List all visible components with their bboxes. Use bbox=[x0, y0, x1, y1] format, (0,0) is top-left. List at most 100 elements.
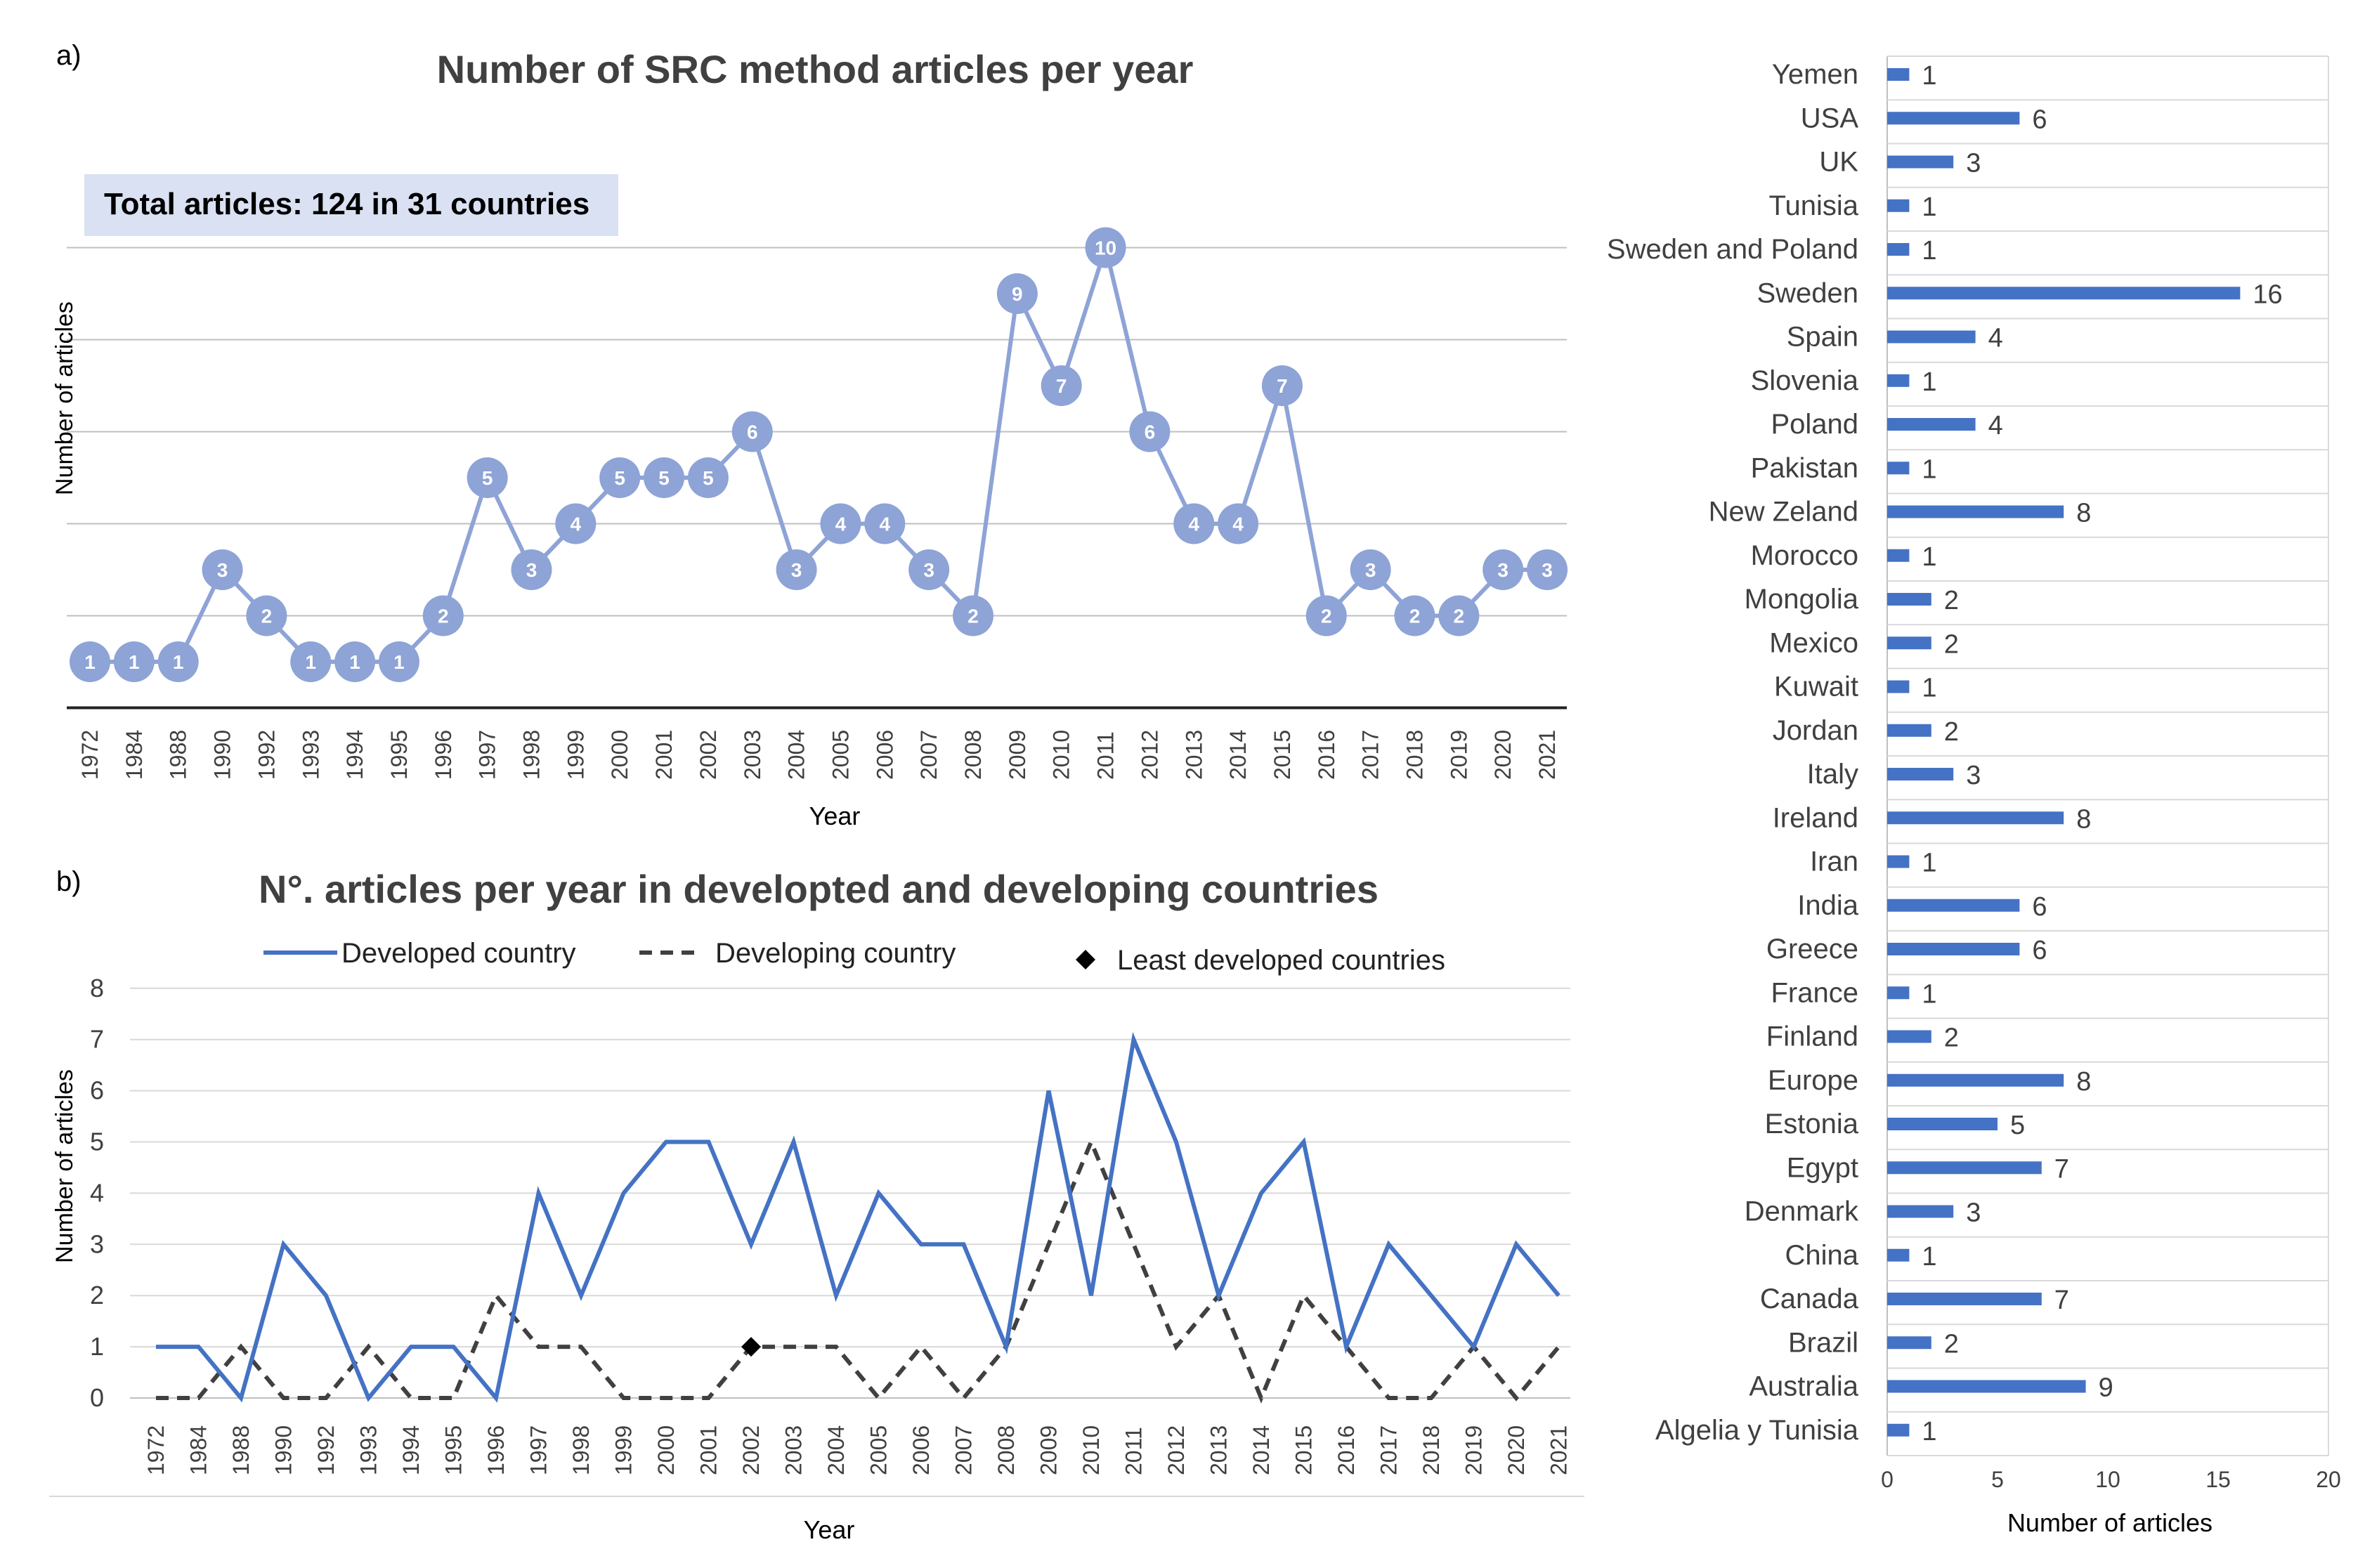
chart-c-category-label: USA bbox=[1801, 103, 1859, 133]
chart-a-xtick-label: 2017 bbox=[1358, 730, 1383, 780]
chart-c-category-label: Greece bbox=[1766, 934, 1858, 965]
chart-a-point bbox=[820, 503, 861, 544]
chart-b-ytick-label: 1 bbox=[90, 1332, 104, 1361]
chart-a-series-line bbox=[90, 240, 1548, 664]
chart-a-xtick-label: 1994 bbox=[342, 730, 367, 780]
chart-a-point bbox=[422, 595, 464, 636]
chart-c-category-label: France bbox=[1771, 977, 1859, 1008]
chart-c-category-label: Sweden and Poland bbox=[1607, 234, 1858, 265]
chart-b-least-developed-marker bbox=[741, 1337, 761, 1357]
chart-a-point bbox=[908, 549, 950, 590]
chart-a-data-label: 2 bbox=[967, 606, 979, 627]
chart-a-data-label: 1 bbox=[349, 651, 360, 673]
chart-a-point bbox=[246, 595, 287, 636]
chart-b-xtick-label: 2008 bbox=[993, 1425, 1019, 1475]
chart-c-bar bbox=[1887, 1205, 1954, 1218]
chart-b-xtick-label: 2020 bbox=[1504, 1425, 1529, 1475]
chart-c-data-label: 4 bbox=[1988, 411, 2003, 440]
chart-b-ylabel: Number of articles bbox=[51, 1069, 78, 1263]
chart-c-category-label: Pakistan bbox=[1751, 452, 1858, 483]
chart-b-xtick-label: 1997 bbox=[526, 1425, 552, 1475]
chart-a-data-label: 7 bbox=[1277, 375, 1288, 397]
chart-c-data-label: 9 bbox=[2099, 1373, 2113, 1403]
chart-c-data-label: 8 bbox=[2076, 499, 2091, 528]
chart-a-point bbox=[1261, 365, 1303, 406]
chart-c-category-label: Morocco bbox=[1751, 540, 1858, 571]
chart-a-xtick-label: 1993 bbox=[298, 730, 323, 780]
chart-a-point bbox=[1085, 227, 1126, 268]
chart-b-developing-line bbox=[156, 1136, 1560, 1404]
chart-b-ytick-label: 8 bbox=[90, 974, 104, 1002]
chart-a-xtick-label: 2019 bbox=[1446, 730, 1471, 780]
chart-b-xtick-label: 1993 bbox=[356, 1425, 382, 1475]
chart-b-xtick-label: 2000 bbox=[653, 1425, 679, 1475]
chart-c-xtick-label: 10 bbox=[2095, 1467, 2120, 1492]
chart-c-data-label: 4 bbox=[1988, 324, 2003, 353]
chart-c-bar bbox=[1887, 680, 1910, 693]
chart-a-xtick-label: 1988 bbox=[166, 730, 191, 780]
chart-c-bar bbox=[1887, 112, 2020, 125]
chart-a-data-label: 6 bbox=[1145, 422, 1156, 443]
chart-b-xtick-label: 1994 bbox=[398, 1425, 424, 1475]
chart-c-data-label: 16 bbox=[2253, 280, 2282, 309]
chart-a-point bbox=[70, 641, 110, 682]
chart-c-bar bbox=[1887, 636, 1931, 650]
chart-a-data-label: 3 bbox=[217, 559, 228, 581]
chart-c-data-label: 2 bbox=[1944, 586, 1959, 615]
chart-c-bar bbox=[1887, 418, 1976, 431]
legend-least-developed-marker bbox=[1076, 950, 1095, 969]
chart-a-point bbox=[378, 641, 419, 682]
chart-c-bar bbox=[1887, 1423, 1910, 1437]
chart-a-point bbox=[599, 457, 641, 498]
chart-b-xtick-label: 2003 bbox=[781, 1425, 807, 1475]
chart-a-point bbox=[1305, 595, 1347, 636]
chart-b-xtick-label: 2012 bbox=[1164, 1425, 1189, 1475]
chart-c-data-label: 6 bbox=[2032, 936, 2047, 965]
chart-a-xtick-label: 1990 bbox=[210, 730, 235, 780]
chart-a: Number of SRC method articles per year T… bbox=[51, 47, 1568, 830]
chart-a-point bbox=[467, 457, 508, 498]
chart-a-data-label: 3 bbox=[1365, 559, 1376, 581]
chart-a-xtick-label: 2004 bbox=[784, 730, 809, 780]
chart-a-xtick-label: 1984 bbox=[122, 730, 147, 780]
chart-b-xtick-label: 2014 bbox=[1249, 1425, 1274, 1475]
chart-c-bar bbox=[1887, 1293, 2042, 1305]
chart-b-xtick-label: 1995 bbox=[441, 1425, 467, 1475]
chart-a-xtick-label: 2006 bbox=[872, 730, 897, 780]
chart-b-xtick-label: 2016 bbox=[1334, 1425, 1359, 1475]
chart-b-xtick-label: 1988 bbox=[228, 1425, 254, 1475]
chart-a-xtick-label: 2009 bbox=[1005, 730, 1030, 780]
chart-a-data-label: 2 bbox=[438, 606, 449, 627]
chart-a-xtick-label: 2016 bbox=[1314, 730, 1339, 780]
chart-c-bar bbox=[1887, 811, 2064, 825]
chart-c-data-label: 8 bbox=[2076, 804, 2091, 834]
chart-c-bar bbox=[1887, 855, 1910, 868]
chart-a-data-label: 2 bbox=[1321, 606, 1332, 627]
chart-a-data-label: 1 bbox=[173, 651, 184, 673]
chart-a-data-label: 4 bbox=[835, 514, 847, 535]
chart-c-bar bbox=[1887, 1161, 2042, 1175]
chart-c-bar bbox=[1887, 899, 2020, 912]
chart-a-point bbox=[1394, 595, 1435, 636]
chart-c-category-label: Brazil bbox=[1788, 1327, 1858, 1358]
chart-a-data-label: 2 bbox=[261, 606, 273, 627]
chart-a-point bbox=[996, 273, 1038, 314]
chart-c-data-label: 8 bbox=[2076, 1067, 2091, 1097]
chart-a-xtick-label: 2012 bbox=[1137, 730, 1162, 780]
chart-c-data-label: 1 bbox=[1922, 236, 1936, 266]
chart-c-data-label: 3 bbox=[1966, 1198, 1981, 1228]
chart-b-xtick-label: 2010 bbox=[1079, 1425, 1104, 1475]
chart-c-data-label: 1 bbox=[1922, 849, 1936, 878]
chart-c-data-label: 1 bbox=[1922, 542, 1936, 572]
chart-a-data-label: 3 bbox=[1497, 559, 1508, 581]
chart-a-xtick-label: 1972 bbox=[77, 730, 103, 780]
chart-c-category-label: Algelia y Tunisia bbox=[1655, 1415, 1859, 1446]
chart-b-xtick-label: 2011 bbox=[1121, 1427, 1147, 1475]
chart-b-developed-line bbox=[156, 1031, 1560, 1403]
panel-a-label: a) bbox=[56, 40, 82, 71]
chart-c-data-label: 1 bbox=[1922, 674, 1936, 703]
chart-c-data-label: 1 bbox=[1922, 455, 1936, 484]
chart-a-ylabel: Number of articles bbox=[51, 301, 78, 495]
chart-c-category-label: Tunisia bbox=[1769, 190, 1859, 221]
